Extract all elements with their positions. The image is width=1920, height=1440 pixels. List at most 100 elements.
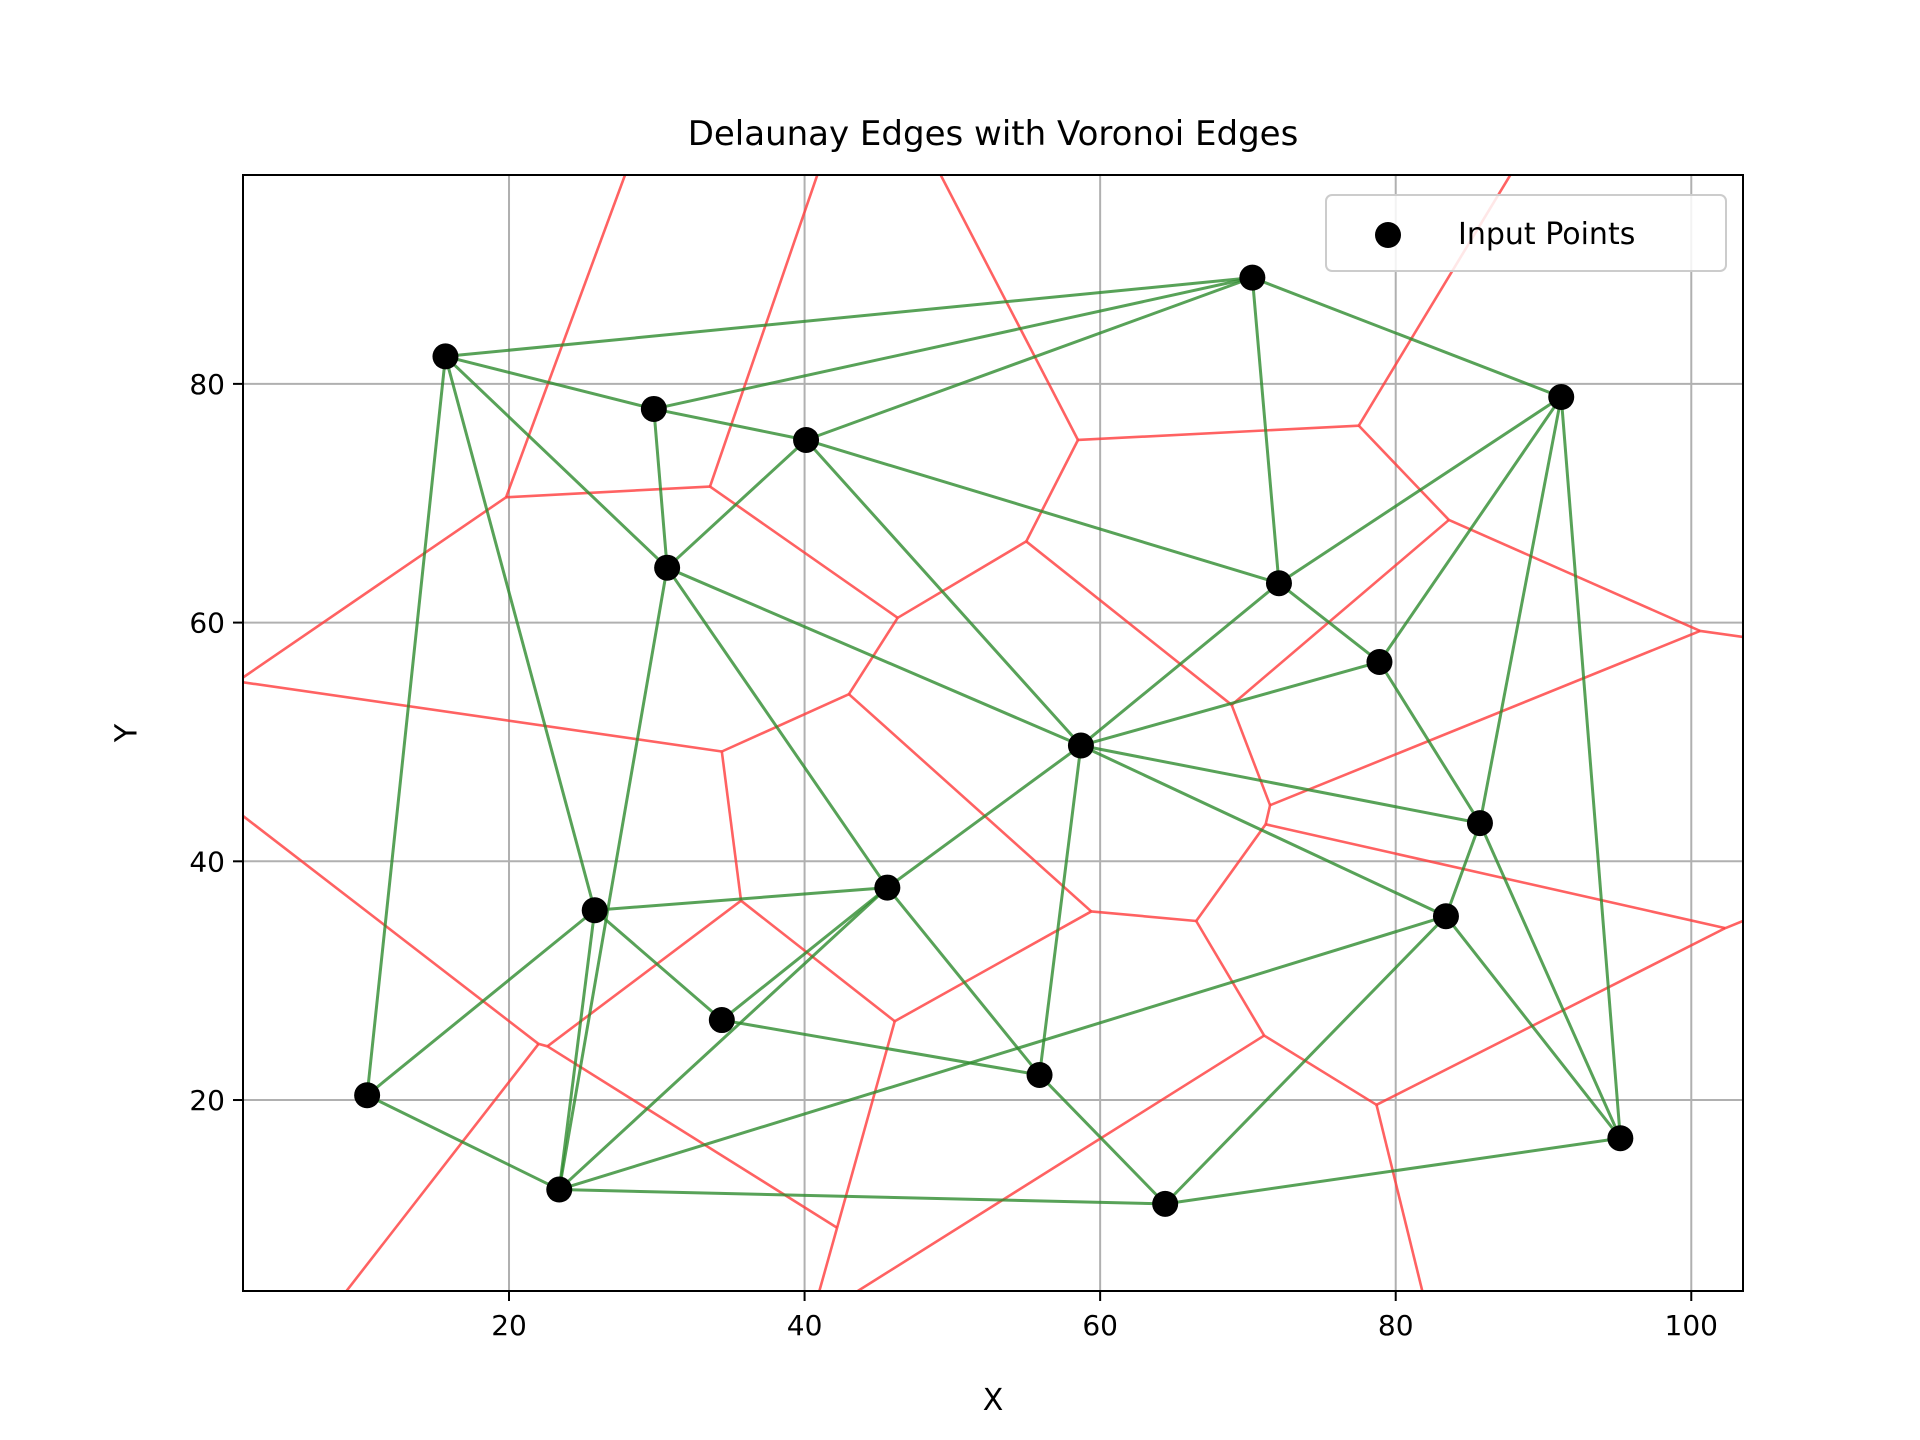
y-tick-label: 20 — [189, 1084, 225, 1117]
input-point — [654, 554, 681, 581]
voronoi-edge — [1195, 823, 1267, 922]
delaunay-edge — [652, 408, 669, 568]
input-point — [1265, 570, 1292, 597]
input-point — [1067, 732, 1094, 759]
delaunay-edge — [558, 886, 889, 1191]
input-point — [581, 897, 608, 924]
voronoi-edge — [894, 910, 1092, 1023]
legend-label-input-points: Input Points — [1458, 217, 1635, 252]
delaunay-edge — [886, 886, 1041, 1076]
delaunay-edge — [720, 886, 889, 1022]
delaunay-edge — [559, 1188, 1166, 1206]
voronoi-edge — [1025, 540, 1233, 706]
voronoi-edge — [1269, 629, 1701, 807]
input-point — [1466, 810, 1493, 837]
input-point — [1432, 903, 1459, 930]
delaunay-edges — [365, 276, 1622, 1206]
voronoi-edge — [345, 1043, 540, 1291]
voronoi-edge — [1357, 424, 1450, 521]
delaunay-edge — [366, 909, 596, 1097]
voronoi-edge — [818, 1227, 839, 1291]
voronoi-edge — [1724, 919, 1743, 930]
delaunay-edge — [1278, 395, 1563, 585]
legend-box — [1325, 194, 1727, 272]
delaunay-edge — [557, 567, 669, 1190]
delaunay-edge — [805, 438, 1280, 585]
input-point — [874, 874, 901, 901]
delaunay-edge — [1250, 277, 1281, 584]
delaunay-edge — [1444, 915, 1622, 1140]
chart-title: Delaunay Edges with Voronoi Edges — [688, 114, 1299, 154]
delaunay-edge — [653, 407, 807, 442]
voronoi-edge — [1091, 910, 1197, 923]
delaunay-edge — [594, 886, 888, 912]
delaunay-edge — [1038, 745, 1083, 1076]
delaunay-edge — [445, 354, 655, 411]
delaunay-edge — [1164, 1136, 1621, 1206]
delaunay-edge — [557, 910, 597, 1190]
input-point — [1366, 648, 1393, 675]
voronoi-edge — [857, 1034, 1265, 1291]
delaunay-edge — [444, 356, 597, 911]
voronoi-edge — [504, 175, 627, 498]
voronoi-edge — [1195, 920, 1266, 1037]
input-point — [793, 426, 820, 453]
voronoi-edge — [1230, 518, 1450, 706]
voronoi-edge — [708, 175, 819, 487]
grid-lines — [243, 175, 1743, 1291]
delaunay-edge — [1080, 744, 1481, 825]
y-tick-label: 80 — [189, 368, 225, 401]
delaunay-edge — [1478, 822, 1622, 1139]
delaunay-edge — [593, 909, 723, 1022]
y-tick-label: 60 — [189, 607, 225, 640]
x-tick-label: 80 — [1378, 1309, 1414, 1342]
voronoi-edge — [897, 540, 1027, 619]
delaunay-edge — [665, 566, 889, 889]
voronoi-edge — [546, 1045, 838, 1229]
voronoi-edge — [848, 693, 1093, 913]
delaunay-edge — [804, 438, 1083, 747]
delaunay-edge — [886, 744, 1082, 889]
input-point — [640, 395, 667, 422]
delaunay-edge — [805, 276, 1253, 442]
voronoi-edge — [1699, 629, 1743, 639]
voronoi-edge — [721, 693, 850, 753]
x-axis-ticks: 20 40 60 80 100 — [491, 1291, 1718, 1342]
delaunay-edge — [1164, 915, 1448, 1205]
legend: Input Points — [1325, 194, 1727, 272]
y-tick-label: 40 — [189, 845, 225, 878]
delaunay-edge — [653, 276, 1253, 411]
input-points — [354, 264, 1634, 1217]
delaunay-edge — [666, 438, 808, 569]
voronoi-edge — [1264, 804, 1272, 825]
delaunay-edge — [1444, 822, 1482, 917]
delaunay-edge — [445, 276, 1253, 358]
voronoi-edge — [1025, 439, 1080, 543]
input-point — [708, 1007, 735, 1034]
delaunay-edge — [558, 914, 1447, 1191]
voronoi-edge — [538, 1042, 548, 1048]
voronoi-edge — [505, 485, 711, 499]
delaunay-edge — [1038, 1073, 1167, 1205]
x-axis-label: X — [983, 1383, 1004, 1418]
x-tick-label: 20 — [491, 1309, 527, 1342]
delaunay-edge — [721, 1018, 1040, 1077]
input-point — [1548, 384, 1575, 411]
delaunay-edge — [366, 1093, 560, 1191]
voronoi-edges — [243, 175, 1743, 1291]
input-point — [354, 1082, 381, 1109]
input-point — [1607, 1125, 1634, 1152]
x-tick-label: 40 — [787, 1309, 823, 1342]
voronoi-edge — [1263, 1034, 1378, 1106]
delaunay-edge — [1478, 396, 1563, 824]
voronoi-edge — [243, 496, 507, 679]
x-tick-label: 60 — [1082, 1309, 1118, 1342]
x-tick-label: 100 — [1665, 1309, 1718, 1342]
voronoi-edge — [709, 485, 899, 619]
voronoi-edge — [1230, 704, 1272, 806]
voronoi-edge — [1375, 1104, 1424, 1291]
voronoi-edge — [1375, 926, 1726, 1106]
plot-frame — [242, 174, 1744, 1292]
delaunay-edge — [1251, 276, 1562, 399]
